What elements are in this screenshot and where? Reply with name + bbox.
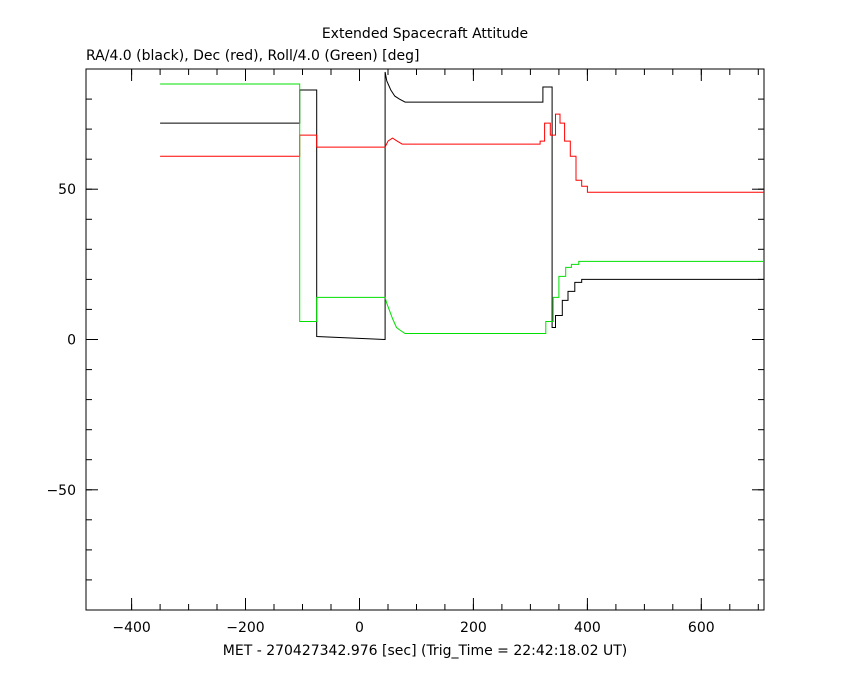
x-tick-label: −200	[226, 620, 264, 636]
y-tick-label: 0	[67, 333, 76, 349]
y-tick-label: −50	[46, 483, 76, 499]
x-tick-label: −400	[112, 620, 150, 636]
x-axis-label: MET - 270427342.976 [sec] (Trig_Time = 2…	[223, 643, 627, 659]
series-line-3	[160, 83, 764, 334]
x-tick-label: 600	[688, 620, 715, 636]
chart-subtitle: RA/4.0 (black), Dec (red), Roll/4.0 (Gre…	[86, 48, 419, 64]
chart-title: Extended Spacecraft Attitude	[322, 26, 528, 42]
x-tick-label: 400	[574, 620, 601, 636]
axis-ticks: −400 −200 0 200 400 600 −50 0 50	[46, 69, 764, 636]
series-line-1	[160, 71, 764, 341]
x-tick-label: 0	[355, 620, 364, 636]
y-tick-label: 50	[58, 182, 76, 198]
plot-frame	[85, 68, 765, 611]
x-tick-label: 200	[460, 620, 487, 636]
series-line-2	[160, 113, 764, 193]
series-lines	[160, 71, 764, 341]
